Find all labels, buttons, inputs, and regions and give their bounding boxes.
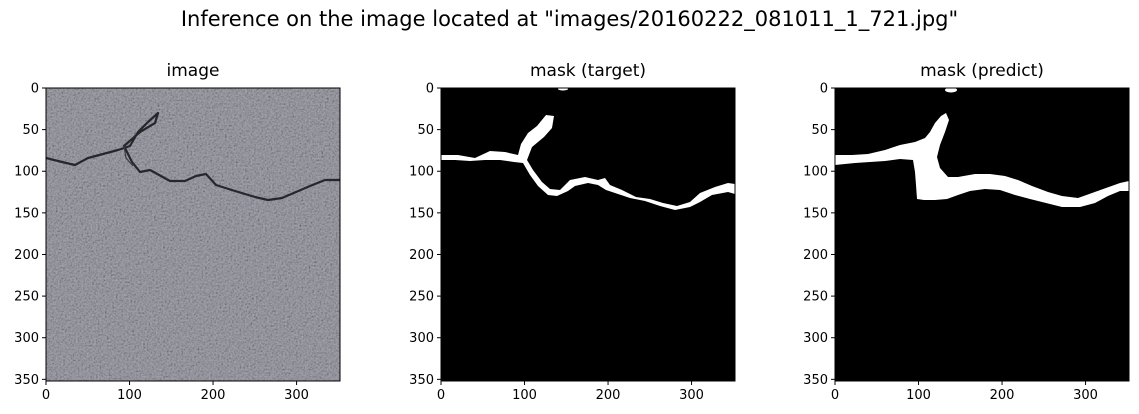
mask-target-ytick-label: 0 [426,82,434,97]
mask-target-xtick-label: 0 [437,388,445,403]
image-ytick-label: 250 [14,290,39,305]
mask-predict-xtick-label: 100 [906,388,931,403]
image-ytick-label: 50 [22,123,39,138]
figure-suptitle: Inference on the image located at "image… [180,7,959,31]
image-ytick-label: 200 [14,248,39,263]
mask-target-xtick-label: 100 [512,388,537,403]
image-ytick-label: 350 [14,373,39,388]
image-ytick-label: 100 [14,165,39,180]
mask-target-ytick-label: 50 [417,123,434,138]
mask-predict-ytick-label: 200 [803,248,828,263]
mask-target-xtick-label: 200 [596,388,621,403]
crack-in-photo [46,111,340,202]
mask-target-ytick-label: 350 [409,373,434,388]
image-xtick-label: 300 [284,388,309,403]
mask-predict-ytick-label: 300 [803,331,828,346]
mask-predict-xtick-label: 0 [831,388,839,403]
image-ytick-label: 0 [31,82,39,97]
mask-target-ytick-label: 200 [409,248,434,263]
mask-predict-ytick-label: 250 [803,290,828,305]
mask-target-panel [440,87,736,382]
asphalt-photo [46,88,340,381]
mask-predict-xtick-label: 200 [990,388,1015,403]
mask-predict-ytick-label: 100 [803,165,828,180]
image-xtick-label: 0 [42,388,50,403]
panel-title-mask-predict: mask (predict) [920,61,1044,81]
image-ytick-label: 300 [14,331,39,346]
mask-target-crack [441,88,735,210]
mask-target-background [441,88,735,381]
image-xtick-label: 200 [201,388,226,403]
mask-predict-ytick-label: 350 [803,373,828,388]
panel-title-image: image [166,61,220,81]
mask-target-ytick-label: 100 [409,165,434,180]
panel-title-mask-target: mask (target) [529,61,647,81]
image-xtick-label: 100 [117,388,142,403]
mask-predict-background [835,88,1129,381]
mask-target-ytick-label: 250 [409,290,434,305]
mask-predict-panel [834,87,1130,382]
mask-target-xtick-label: 300 [679,388,704,403]
image-panel [45,87,341,382]
mask-predict-crack [835,88,1129,207]
mask-target-ytick-label: 150 [409,206,434,221]
mask-predict-xtick-label: 300 [1073,388,1098,403]
image-ytick-label: 150 [14,206,39,221]
mask-predict-ytick-label: 0 [820,82,828,97]
mask-predict-ytick-label: 150 [803,206,828,221]
mask-target-ytick-label: 300 [409,331,434,346]
mask-predict-ytick-label: 50 [811,123,828,138]
